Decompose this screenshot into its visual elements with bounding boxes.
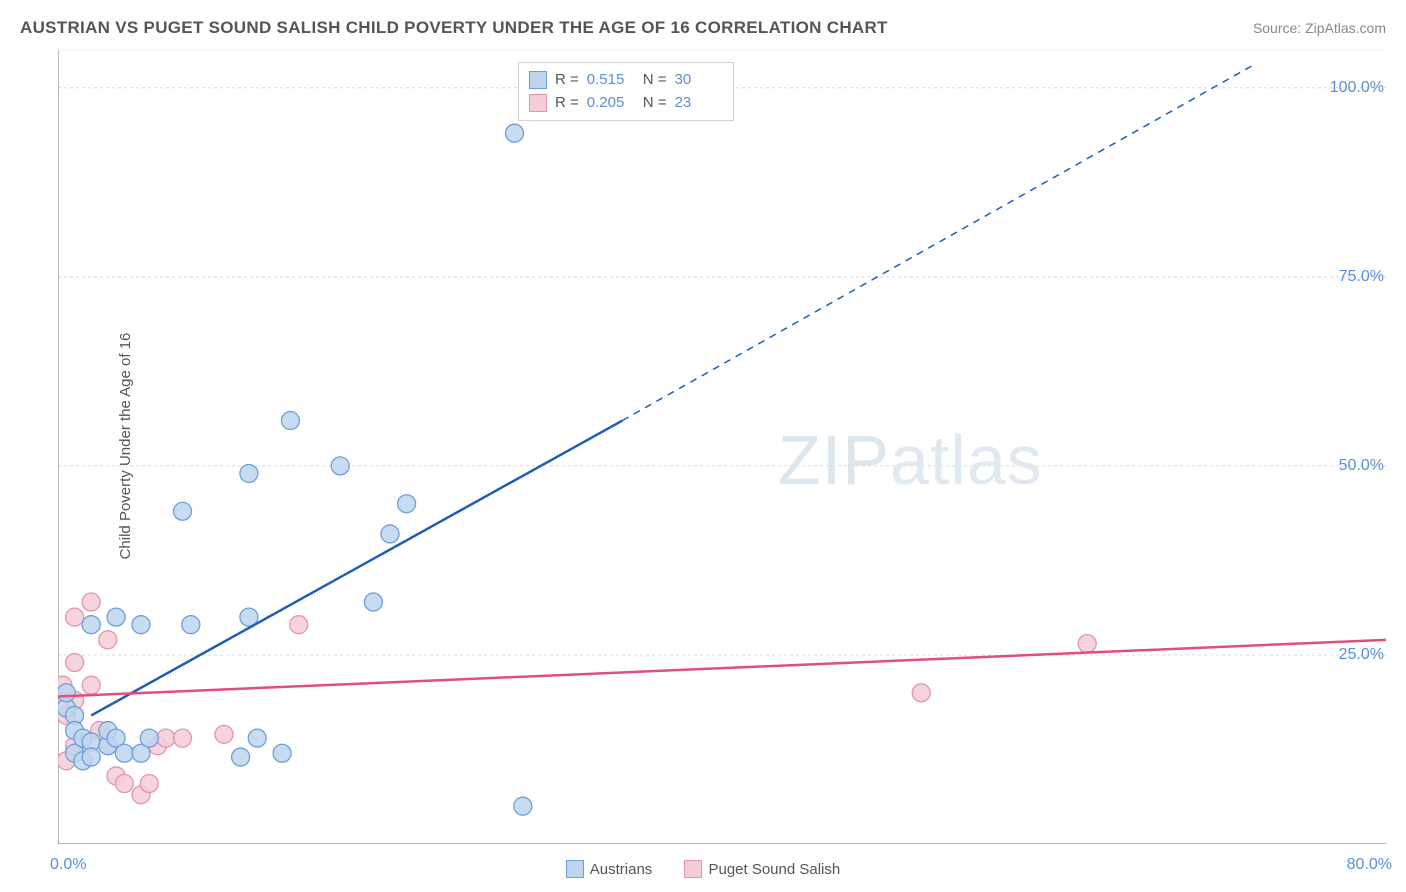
r-value: 0.515 [587,69,635,92]
bottom-legend: Austrians Puget Sound Salish [0,860,1406,882]
legend-swatch-icon [529,94,547,112]
r-label: R = [555,92,579,115]
n-label: N = [643,69,667,92]
y-tick-label: 100.0% [1330,79,1384,97]
legend-label: Austrians [590,861,653,878]
y-tick-label: 25.0% [1339,646,1384,664]
legend-swatch-icon [529,71,547,89]
legend-label: Puget Sound Salish [708,861,840,878]
correlation-row: R = 0.205 N = 23 [529,92,723,115]
n-value: 30 [675,69,723,92]
title-row: AUSTRIAN VS PUGET SOUND SALISH CHILD POV… [20,18,1386,38]
r-label: R = [555,69,579,92]
n-label: N = [643,92,667,115]
legend-swatch-icon [684,860,702,878]
correlation-row: R = 0.515 N = 30 [529,69,723,92]
n-value: 23 [675,92,723,115]
y-tick-label: 50.0% [1339,457,1384,475]
scatter-chart [58,50,1386,844]
plot-area: ZIPatlas R = 0.515 N = 30 R = 0.205 N = … [58,50,1386,844]
legend-item-austrians: Austrians [566,860,653,878]
chart-title: AUSTRIAN VS PUGET SOUND SALISH CHILD POV… [20,18,888,38]
correlation-legend-box: R = 0.515 N = 30 R = 0.205 N = 23 [518,62,734,121]
source-label: Source: ZipAtlas.com [1253,20,1386,36]
r-value: 0.205 [587,92,635,115]
legend-item-salish: Puget Sound Salish [684,860,840,878]
legend-swatch-icon [566,860,584,878]
y-tick-label: 75.0% [1339,268,1384,286]
